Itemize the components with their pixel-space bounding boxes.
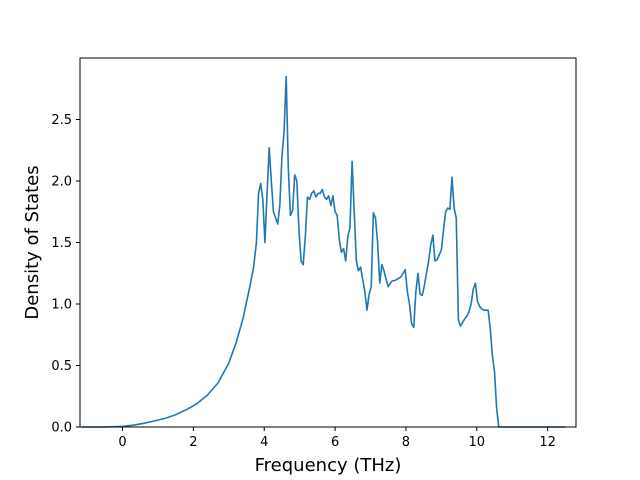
- y-tick-label: 1.0: [51, 298, 72, 313]
- x-tick-label: 2: [189, 435, 197, 450]
- x-tick-label: 4: [260, 435, 268, 450]
- plot-area: [81, 75, 566, 428]
- plot-frame: [79, 57, 577, 428]
- y-axis-label: Density of States: [22, 165, 43, 319]
- x-tick-label: 10: [469, 435, 486, 450]
- y-tick-label: 0.0: [51, 421, 72, 436]
- y-tick-label: 1.5: [51, 236, 72, 251]
- y-tick-label: 2.0: [51, 175, 72, 190]
- y-tick-label: 2.5: [51, 113, 72, 128]
- x-tick-label: 12: [539, 435, 556, 450]
- y-tick-label: 0.5: [51, 359, 72, 374]
- x-axis-ticks: 0 2 4 6 8 10 12: [118, 427, 556, 450]
- x-tick-label: 8: [402, 435, 410, 450]
- x-tick-label: 0: [118, 435, 126, 450]
- x-tick-label: 6: [331, 435, 339, 450]
- y-axis-ticks: 0.0 0.5 1.0 1.5 2.0 2.5: [51, 113, 80, 436]
- dos-line-series-0: [81, 75, 566, 428]
- x-axis-label: Frequency (THz): [255, 455, 402, 476]
